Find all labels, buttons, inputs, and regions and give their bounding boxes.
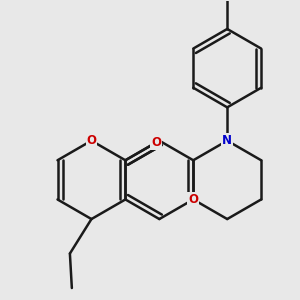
Text: O: O xyxy=(86,134,96,147)
Text: N: N xyxy=(222,134,232,147)
Text: O: O xyxy=(151,136,161,149)
Text: O: O xyxy=(188,193,198,206)
